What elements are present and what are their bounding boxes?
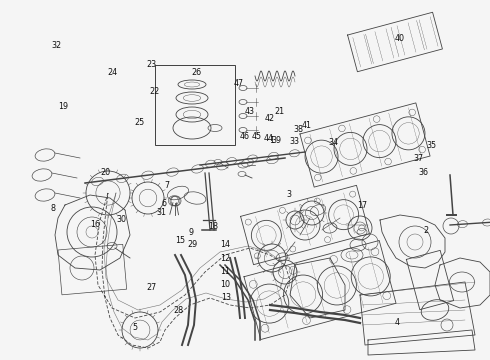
Text: 35: 35	[426, 141, 436, 150]
Text: 47: 47	[234, 79, 244, 88]
Text: 6: 6	[162, 199, 167, 208]
Text: 31: 31	[157, 208, 167, 217]
Text: 3: 3	[287, 190, 292, 199]
Text: 28: 28	[174, 306, 184, 315]
Text: 40: 40	[394, 35, 404, 44]
Text: 43: 43	[245, 107, 255, 116]
Text: 11: 11	[220, 267, 230, 276]
Text: 30: 30	[117, 215, 126, 224]
Text: 25: 25	[135, 118, 145, 127]
Text: 29: 29	[187, 240, 197, 249]
Text: 14: 14	[220, 240, 230, 249]
Text: 22: 22	[149, 87, 159, 96]
Text: 5: 5	[132, 323, 137, 332]
Text: 46: 46	[240, 132, 250, 141]
Text: 34: 34	[328, 138, 338, 147]
Text: 21: 21	[274, 107, 284, 116]
Text: 13: 13	[221, 292, 231, 302]
Text: 27: 27	[147, 284, 157, 292]
Text: 15: 15	[175, 236, 185, 245]
Text: 7: 7	[164, 181, 169, 190]
Text: 1: 1	[270, 136, 274, 145]
Text: 18: 18	[208, 222, 218, 231]
Text: 45: 45	[251, 132, 261, 141]
Text: 33: 33	[289, 137, 299, 146]
Text: 39: 39	[272, 136, 282, 145]
Text: 12: 12	[220, 254, 230, 263]
Text: 36: 36	[419, 168, 429, 177]
Text: 37: 37	[414, 154, 424, 163]
Text: 9: 9	[189, 228, 194, 237]
Text: 23: 23	[147, 60, 157, 69]
Text: 17: 17	[358, 201, 368, 210]
Text: 24: 24	[108, 68, 118, 77]
Text: 19: 19	[59, 102, 69, 111]
Text: 41: 41	[301, 121, 311, 130]
Text: 44: 44	[264, 134, 273, 143]
Bar	[155, 65, 235, 145]
Bar	[58, 244, 127, 295]
Text: 42: 42	[265, 114, 274, 123]
Text: 4: 4	[394, 318, 399, 327]
Text: 38: 38	[294, 125, 304, 134]
Text: 32: 32	[51, 41, 61, 50]
Text: 8: 8	[50, 204, 55, 213]
Text: 26: 26	[191, 68, 201, 77]
Text: 2: 2	[424, 226, 429, 235]
Text: 16: 16	[91, 220, 100, 229]
Text: 20: 20	[100, 168, 110, 177]
Text: 10: 10	[220, 280, 230, 289]
